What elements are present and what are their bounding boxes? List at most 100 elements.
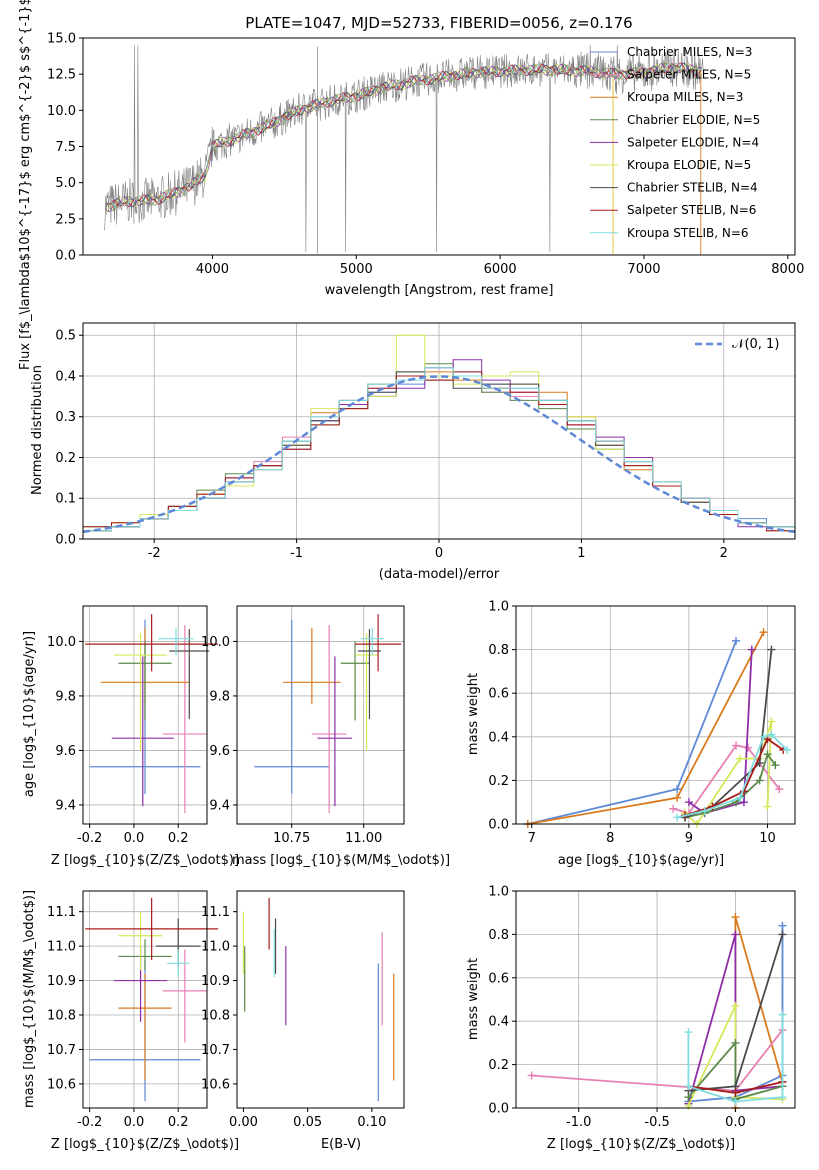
y-tick-label: 9.4 [55,798,76,813]
age-vs-mass-panel: 10.75 11.00 9.4 9.6 9.8 10.0 mass [log$_{10}$… [201,605,450,868]
weight-marker [731,1002,740,1011]
weight-marker [673,793,682,802]
y-tick-label: 0.2 [488,1058,509,1073]
y-tick-label: 10.6 [47,1077,76,1092]
weight-marker [743,743,752,752]
x-tick-label: 2 [720,546,728,561]
weight-marker [684,1028,693,1037]
y-axis-label: Normed distribution [30,365,45,495]
weight-marker [732,741,741,750]
y-tick-label: 10.7 [201,1043,230,1058]
mass-weight-vs-age-panel: 7 8 9 10 0.0 0.2 0.4 0.6 0.8 1.0 age [log$_{10}$(… [466,600,796,868]
y-tick-label: 11.0 [47,940,76,955]
residual-histogram-panel: -2 -1 0 1 2 0.0 0.1 0.2 0.3 0.4 0.5 𝒩(0, 1) (data-m… [30,322,796,582]
weight-line [676,733,788,819]
weight-marker [731,913,740,922]
weight-marker [771,761,780,770]
weight-metallicity-plot-area: -1.0 -0.5 0.0 0.0 0.2 0.4 0.6 0.8 1.0 [488,885,796,1130]
x-tick-label: -1 [290,546,303,561]
axes-frame [515,605,796,825]
weight-marker [778,930,787,939]
x-tick-label: 7 [528,831,536,846]
x-tick-label: 0.2 [168,831,189,846]
y-tick-label: 10.6 [201,1077,230,1092]
histogram-step [82,367,796,539]
histogram-plot-area: -2 -1 0 1 2 0.0 0.1 0.2 0.3 0.4 0.5 𝒩(0, 1) [55,322,796,561]
y-tick-label: 9.8 [209,689,230,704]
weight-marker [767,645,776,654]
x-tick-label: 11.00 [345,831,382,846]
y-tick-label: 0.5 [55,329,76,344]
y-tick-label: 0.6 [488,687,509,702]
mass-vs-metallicity-panel: -0.2 0.0 0.2 10.6 10.7 10.8 10.9 11.0 11.1 Z [lo… [22,890,239,1152]
axes-frame [82,605,208,825]
weight-marker [684,1082,693,1091]
axes-frame [82,890,208,1109]
weight-marker [731,1097,740,1106]
x-tick-label: 9 [685,831,693,846]
x-tick-label: -0.2 [77,1115,102,1130]
weight-marker [767,717,776,726]
weight-marker [778,1093,787,1102]
x-tick-label: 0.0 [725,1115,746,1130]
weight-marker [759,732,768,741]
weight-marker [527,1071,536,1080]
x-axis-label: Z [log$_{10}$(Z/Z$_\odot$)] [51,1137,239,1152]
y-tick-label: 0.0 [488,1102,509,1117]
y-tick-label: 0.3 [55,410,76,425]
x-tick-label: 1 [577,546,585,561]
weight-marker [731,1088,740,1097]
legend-label: Chabrier MILES, N=3 [627,45,752,59]
y-tick-label: 0.4 [488,730,509,745]
weight-marker [673,813,682,822]
x-tick-label: -2 [148,546,161,561]
y-tick-label: 15.0 [47,32,76,47]
weight-marker [775,785,784,794]
x-tick-label: 0.05 [293,1115,322,1130]
x-axis-label: E(B-V) [321,1137,361,1152]
weight-marker [739,798,748,807]
x-tick-label: 0.0 [124,1115,145,1130]
y-axis-label: mass [log$_{10}$(M/M$_\odot$)] [22,890,37,1108]
chart-title: PLATE=1047, MJD=52733, FIBERID=0056, z=0… [245,14,632,32]
weight-marker [778,1010,787,1019]
x-tick-label: 10 [759,831,776,846]
weight-marker [700,806,709,815]
x-axis-label: (data-model)/error [379,567,500,582]
y-tick-label: 0.0 [488,818,509,833]
weight-marker [684,798,693,807]
y-tick-label: 10.0 [47,635,76,650]
x-tick-label: 0.00 [229,1115,258,1130]
y-axis-label: Flux [f$_\lambda$10$^{-17}$ erg cm$^{-2}… [18,0,33,370]
spectrum-plot-area: 4000 5000 6000 7000 8000 0.0 2.5 5.0 7.5 10.0 12.5… [47,32,804,278]
y-tick-label: 9.4 [209,798,230,813]
weight-marker [763,750,772,759]
age-mass-plot-area: 10.75 11.00 9.4 9.6 9.8 10.0 [201,605,405,846]
axes-frame [236,605,405,825]
x-tick-label: 4000 [196,262,229,277]
spectrum-panel: PLATE=1047, MJD=52733, FIBERID=0056, z=0… [18,0,804,370]
y-tick-label: 0.6 [488,971,509,986]
weight-marker [778,921,787,930]
y-axis-label: age [log$_{10}$(age/yr)] [22,631,37,797]
y-tick-label: 10.0 [201,635,230,650]
mass-vs-extinction-panel: 0.00 0.05 0.10 10.6 10.7 10.8 10.9 11.0 11.1 E(B… [201,890,405,1152]
y-tick-label: 5.0 [55,176,76,191]
legend-label: Kroupa STELIB, N=6 [627,226,749,240]
y-tick-label: 10.9 [201,974,230,989]
model-spectrum-line [105,62,702,209]
legend-label: 𝒩(0, 1) [732,337,779,352]
y-tick-label: 1.0 [488,885,509,900]
model-spectrum-line [105,62,702,208]
weight-marker [755,776,764,785]
legend-label: Chabrier ELODIE, N=5 [627,113,760,127]
x-tick-label: 8000 [771,262,804,277]
mass-extinction-plot-area: 0.00 0.05 0.10 10.6 10.7 10.8 10.9 11.0 11.1 [201,890,405,1130]
y-tick-label: 0.4 [55,369,76,384]
x-axis-label: Z [log$_{10}$(Z/Z$_\odot$)] [51,853,239,868]
y-tick-label: 10.9 [47,974,76,989]
weight-marker [783,745,792,754]
y-tick-label: 0.2 [55,451,76,466]
y-tick-label: 12.5 [47,68,76,83]
